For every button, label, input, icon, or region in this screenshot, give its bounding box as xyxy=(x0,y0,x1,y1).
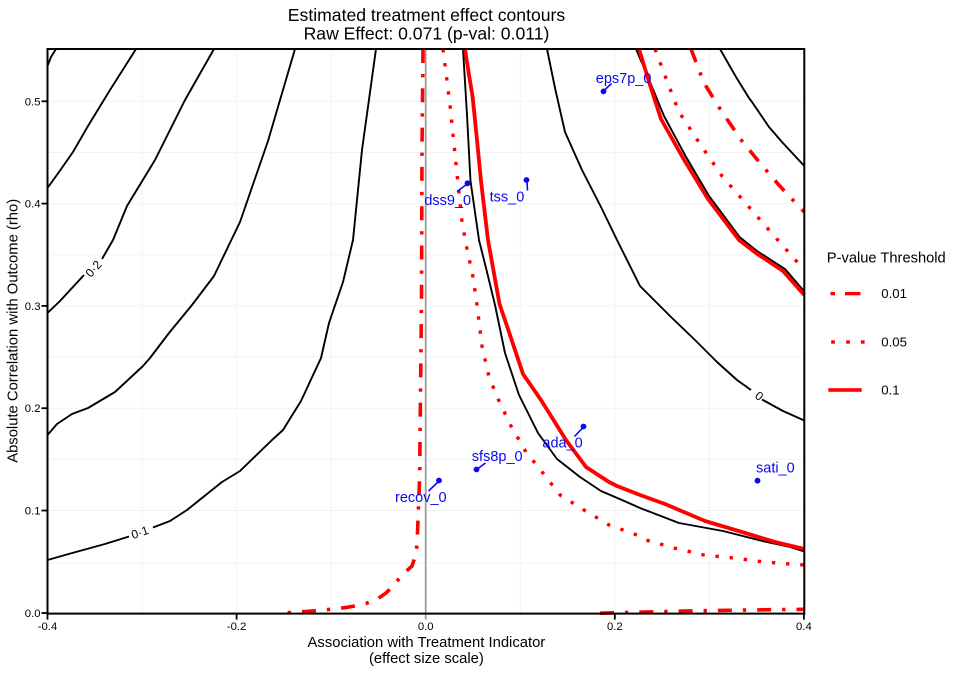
svg-text:P-value Threshold: P-value Threshold xyxy=(827,251,946,267)
svg-text:0.2: 0.2 xyxy=(25,403,41,415)
svg-text:0.1: 0.1 xyxy=(25,506,41,518)
svg-text:0.2: 0.2 xyxy=(607,621,623,633)
svg-text:sati_0: sati_0 xyxy=(756,460,795,476)
svg-text:dss9_0: dss9_0 xyxy=(424,193,471,209)
svg-text:ada_0: ada_0 xyxy=(542,435,582,451)
svg-text:sfs8p_0: sfs8p_0 xyxy=(472,449,523,465)
svg-text:Estimated treatment effect con: Estimated treatment effect contours xyxy=(288,5,566,25)
svg-text:-0.2: -0.2 xyxy=(227,621,246,633)
svg-text:0.0: 0.0 xyxy=(418,621,434,633)
svg-text:0.01: 0.01 xyxy=(881,286,907,301)
svg-text:0.05: 0.05 xyxy=(881,335,907,350)
svg-text:Association with Treatment Ind: Association with Treatment Indicator xyxy=(308,635,546,651)
svg-text:Absolute Correlation with Outc: Absolute Correlation with Outcome (rho) xyxy=(6,199,22,463)
svg-text:tss_0: tss_0 xyxy=(490,189,525,205)
svg-text:0.1: 0.1 xyxy=(881,383,899,398)
svg-text:eps7p_0: eps7p_0 xyxy=(596,71,652,87)
svg-text:0.4: 0.4 xyxy=(796,621,812,633)
svg-text:0.0: 0.0 xyxy=(25,608,41,620)
svg-text:Raw Effect: 0.071 (p-val: 0.01: Raw Effect: 0.071 (p-val: 0.011) xyxy=(304,24,550,44)
svg-text:0.4: 0.4 xyxy=(25,199,41,211)
svg-text:0.5: 0.5 xyxy=(25,96,41,108)
svg-text:recov_0: recov_0 xyxy=(395,490,447,506)
svg-text:-0.4: -0.4 xyxy=(38,621,57,633)
svg-text:0·1: 0·1 xyxy=(129,523,150,542)
svg-text:(effect size scale): (effect size scale) xyxy=(369,651,484,667)
svg-text:0.3: 0.3 xyxy=(25,301,41,313)
